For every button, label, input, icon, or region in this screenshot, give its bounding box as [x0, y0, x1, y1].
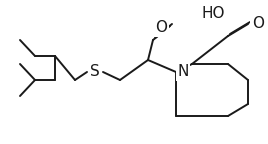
Text: O: O: [155, 20, 167, 36]
Text: O: O: [252, 17, 264, 32]
Text: N: N: [177, 65, 189, 79]
Text: HO: HO: [201, 6, 225, 21]
Text: S: S: [90, 65, 100, 79]
